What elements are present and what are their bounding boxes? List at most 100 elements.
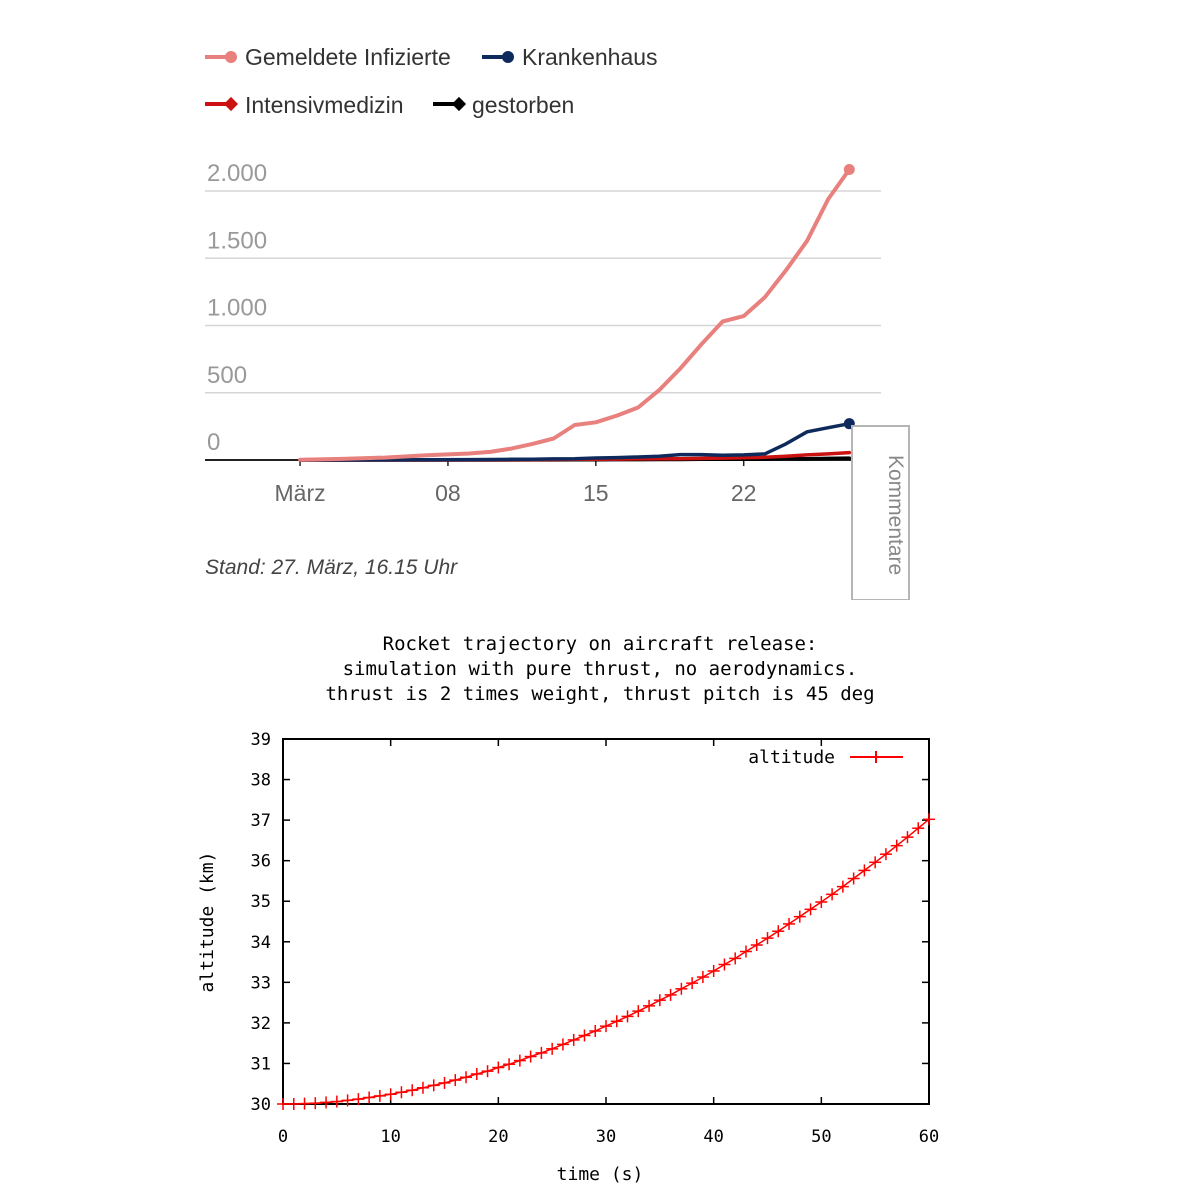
altitude-point — [901, 831, 914, 844]
altitude-point — [729, 952, 742, 965]
x-tick-label: 10 — [380, 1127, 400, 1147]
altitude-series — [277, 813, 935, 1110]
legend-item-gestorben[interactable]: gestorben — [433, 92, 574, 118]
series-lines — [298, 163, 855, 462]
altitude-point — [879, 848, 892, 861]
y-tick-label: 32 — [251, 1014, 271, 1034]
title-line-3: thrust is 2 times weight, thrust pitch i… — [325, 683, 874, 705]
x-tick-label: 50 — [811, 1127, 831, 1147]
legend-label-infizierte: Gemeldete Infizierte — [245, 44, 451, 70]
footnote: Stand: 27. März, 16.15 Uhr — [205, 556, 458, 579]
x-tick-label: 30 — [596, 1127, 616, 1147]
altitude-point — [341, 1094, 354, 1107]
rocket-chart-svg: Rocket trajectory on aircraft release: s… — [197, 633, 939, 1185]
chart-title: Rocket trajectory on aircraft release: s… — [325, 633, 874, 705]
y-ticks: 30 31 32 33 34 35 36 37 38 39 — [251, 730, 929, 1115]
legend-item-infizierte[interactable]: Gemeldete Infizierte — [205, 44, 451, 70]
legend-label-krankenhaus: Krankenhaus — [522, 44, 658, 70]
comments-tab[interactable]: Kommentare — [851, 425, 910, 600]
legend-label-intensivmedizin: Intensivmedizin — [245, 92, 404, 118]
altitude-point — [804, 903, 817, 916]
altitude-point — [406, 1084, 419, 1097]
altitude-point — [826, 888, 839, 901]
altitude-point — [535, 1046, 548, 1059]
altitude-point — [610, 1015, 623, 1028]
y-axis-label: altitude (km) — [197, 852, 218, 993]
altitude-point — [686, 977, 699, 990]
altitude-point — [664, 988, 677, 1001]
legend-item-intensivmedizin[interactable]: Intensivmedizin — [205, 92, 404, 118]
altitude-point — [427, 1079, 440, 1092]
altitude-point — [600, 1020, 612, 1033]
altitude-point — [449, 1074, 462, 1087]
altitude-point — [739, 945, 752, 958]
altitude-point — [287, 1098, 300, 1110]
altitude-point — [384, 1088, 397, 1101]
altitude-point — [298, 1097, 311, 1110]
altitude-point — [481, 1065, 494, 1078]
series-line-krankenhaus — [298, 421, 852, 462]
legend-label-gestorben: gestorben — [472, 92, 574, 118]
altitude-point — [707, 964, 720, 977]
y-tick-label: 30 — [251, 1095, 271, 1115]
altitude-line — [283, 818, 930, 1105]
title-line-1: Rocket trajectory on aircraft release: — [383, 633, 818, 655]
x-tick-labels: März 08 15 22 — [275, 460, 757, 506]
altitude-point — [632, 1005, 645, 1018]
plot-frame — [282, 738, 930, 1105]
y-tick-label: 35 — [251, 892, 271, 912]
altitude-point — [492, 1061, 505, 1074]
altitude-point — [772, 925, 785, 938]
y-tick-label: 34 — [251, 933, 271, 953]
y-tick-label: 39 — [251, 730, 271, 750]
legend-label-altitude: altitude — [748, 747, 835, 768]
altitude-point — [503, 1058, 516, 1071]
altitude-point — [869, 856, 882, 869]
x-ticks: 0 10 20 30 40 50 60 — [278, 739, 939, 1147]
altitude-point — [793, 910, 806, 923]
y-tick-label: 33 — [251, 973, 271, 993]
altitude-point — [836, 880, 849, 893]
altitude-point — [675, 982, 688, 995]
altitude-point — [556, 1038, 569, 1051]
legend-marker-intensivmedizin — [223, 96, 239, 112]
y-tick-label: 38 — [251, 771, 271, 791]
covid-chart: Gemeldete Infizierte Krankenhaus Intensi… — [205, 44, 910, 600]
altitude-point — [761, 932, 774, 945]
y-tick-label: 2.000 — [207, 160, 267, 187]
y-tick-label: 500 — [207, 362, 247, 389]
altitude-point — [395, 1086, 408, 1099]
altitude-point — [750, 939, 763, 952]
x-tick-label: 60 — [919, 1127, 939, 1147]
legend-marker-infizierte — [225, 51, 237, 63]
altitude-point — [621, 1010, 634, 1023]
altitude-point — [815, 896, 828, 909]
series-endpoint-gemeldete-infizierte — [843, 163, 855, 175]
altitude-point — [460, 1071, 473, 1084]
altitude-point — [373, 1089, 386, 1102]
x-tick-label: 15 — [583, 480, 609, 506]
altitude-point — [309, 1097, 322, 1110]
x-tick-label: März — [275, 480, 326, 506]
altitude-point — [643, 999, 656, 1012]
y-tick-labels: 0 500 1.000 1.500 2.000 — [207, 160, 267, 456]
y-tick-label: 0 — [207, 429, 220, 456]
altitude-point — [330, 1095, 343, 1108]
altitude-point — [718, 958, 731, 971]
altitude-point — [320, 1096, 333, 1109]
altitude-point — [578, 1029, 591, 1042]
altitude-point — [847, 872, 860, 885]
x-tick-label: 22 — [731, 480, 757, 506]
x-tick-label: 20 — [488, 1127, 508, 1147]
x-tick-label: 40 — [703, 1127, 723, 1147]
altitude-point — [363, 1091, 376, 1104]
y-gridlines — [205, 190, 881, 461]
altitude-point — [653, 994, 666, 1007]
altitude-point — [470, 1067, 483, 1080]
y-tick-label: 31 — [251, 1054, 271, 1074]
altitude-point — [858, 864, 871, 877]
altitude-point — [696, 971, 709, 984]
legend-marker-krankenhaus — [502, 51, 514, 63]
legend-item-krankenhaus[interactable]: Krankenhaus — [482, 44, 658, 70]
altitude-point — [546, 1042, 559, 1055]
